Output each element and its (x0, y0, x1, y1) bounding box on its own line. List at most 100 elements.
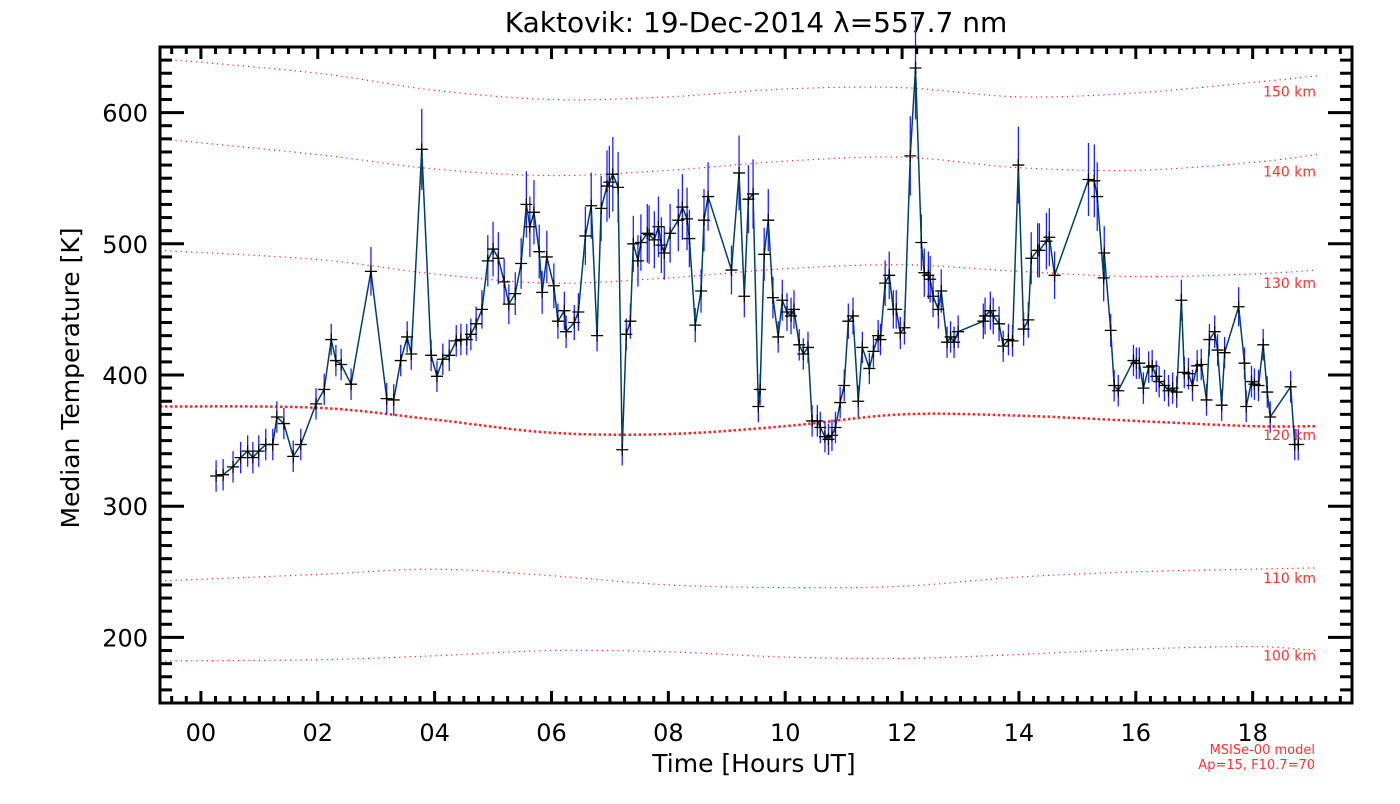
data-point (993, 317, 1006, 330)
data-point (616, 443, 629, 456)
model-curve-label: 150 km (1263, 84, 1316, 100)
data-point (752, 400, 765, 413)
model-curve-110-km (159, 567, 1317, 589)
data-point (1097, 271, 1110, 284)
data-point (631, 254, 644, 267)
data-point (523, 220, 536, 233)
model-annotation: MSISe-00 model (1210, 743, 1315, 758)
data-point (1025, 252, 1038, 265)
y-tick-label: 400 (102, 362, 148, 390)
model-curve-label: 110 km (1263, 571, 1316, 587)
data-point (1104, 324, 1117, 337)
data-point (787, 303, 800, 316)
data-point (572, 306, 585, 319)
data-point (867, 345, 880, 358)
data-point (742, 193, 755, 206)
x-tick-label: 06 (536, 719, 567, 747)
data-point (643, 228, 656, 241)
data-point (987, 309, 1000, 322)
data-point (1252, 379, 1265, 392)
axes: 200 300 400 500 600 00 02 04 06 08 10 12 14 16 18 (102, 45, 1354, 747)
data-point (766, 291, 779, 304)
data-point (318, 383, 331, 396)
data-point (560, 325, 573, 338)
data-point (825, 429, 838, 442)
chart-title: Kaktovik: 19-Dec-2014 λ=557.7 nm (505, 6, 1008, 39)
data-point (579, 229, 592, 242)
data-point (890, 303, 903, 316)
series-line (215, 67, 1299, 477)
data-point (1088, 174, 1101, 187)
data-point (1091, 190, 1104, 203)
model-curve-100-km (159, 645, 1317, 662)
data-point (932, 303, 945, 316)
data-point (246, 451, 259, 464)
data-point (1137, 382, 1150, 395)
data-point (210, 470, 223, 483)
data-point (797, 348, 810, 361)
data-point (252, 445, 265, 458)
data-point (834, 396, 847, 409)
data-point (689, 319, 702, 332)
data-point (648, 233, 661, 246)
data-point (627, 237, 640, 250)
data-point (758, 248, 771, 261)
model-curves: 150 km 140 km 130 km 120 km 110 km 100 km (159, 58, 1318, 665)
data-point (874, 333, 887, 346)
data-point (1098, 246, 1111, 259)
data-point (380, 392, 393, 405)
data-point (558, 304, 571, 317)
data-point (425, 349, 438, 362)
data-point (266, 438, 279, 451)
data-point (568, 316, 581, 329)
data-point (603, 176, 616, 189)
data-point (547, 279, 560, 292)
data-point (829, 421, 842, 434)
y-axis-label: Median Temperature [K] (56, 227, 85, 528)
data-point (785, 309, 798, 322)
data-point (217, 468, 230, 481)
data-point (345, 378, 358, 391)
data-point (838, 379, 851, 392)
data-point (672, 214, 685, 227)
data-point (1232, 300, 1245, 313)
data-point (898, 321, 911, 334)
data-point (883, 269, 896, 282)
data-point (747, 187, 760, 200)
data-point (481, 254, 494, 267)
data-point (536, 286, 549, 299)
data-point (585, 199, 598, 212)
data-point (1006, 334, 1019, 347)
data-point (1012, 159, 1025, 172)
data-point (997, 340, 1010, 353)
data-point (502, 298, 515, 311)
data-point (924, 273, 937, 286)
data-point (1182, 367, 1195, 380)
x-tick-label: 08 (653, 719, 684, 747)
params-annotation: Ap=15, F10.7=70 (1198, 758, 1315, 773)
data-point (984, 304, 997, 317)
data-point (952, 325, 965, 338)
data-point (863, 362, 876, 375)
x-tick-label: 16 (1121, 719, 1152, 747)
data-point (1292, 438, 1305, 451)
data-point (1133, 357, 1146, 370)
data-point (595, 202, 608, 215)
data-point (487, 243, 500, 256)
data-point (234, 451, 247, 464)
data-point (533, 245, 546, 258)
data-point (738, 290, 751, 303)
x-tick-label: 04 (419, 719, 450, 747)
data-point (1240, 400, 1253, 413)
data-point (509, 287, 522, 300)
data-point (287, 450, 300, 463)
data-point (540, 250, 553, 263)
data-point (776, 294, 789, 307)
data-point (294, 438, 307, 451)
data-point (612, 181, 625, 194)
data-point (310, 397, 323, 410)
data-point (1257, 338, 1270, 351)
data-point (814, 421, 827, 434)
data-point (733, 166, 746, 179)
